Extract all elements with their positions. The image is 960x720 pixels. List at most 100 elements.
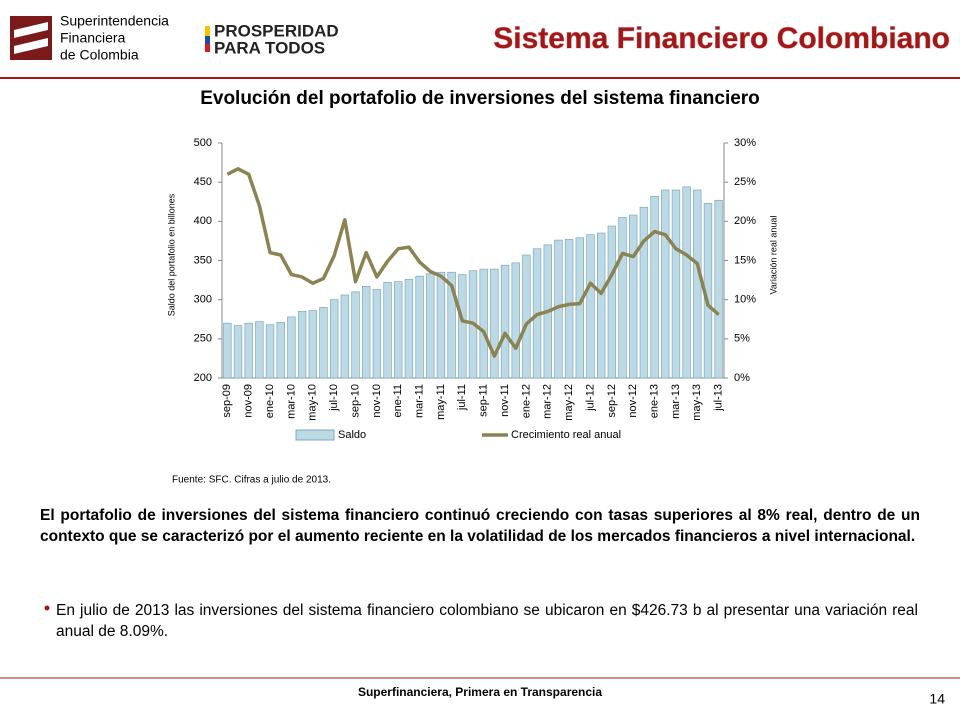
bar — [522, 254, 531, 379]
x-tick-label: mar-12 — [542, 384, 554, 419]
y2-tick-label: 25% — [734, 176, 756, 188]
y2-tick-label: 0% — [734, 372, 750, 384]
x-tick-label: jul-11 — [456, 384, 468, 411]
x-tick-label: ene-13 — [648, 384, 660, 418]
bar — [287, 316, 296, 379]
x-tick-label: mar-11 — [414, 384, 426, 418]
footer-text: Superfinanciera, Primera en Transparenci… — [358, 685, 602, 699]
bar — [319, 307, 328, 379]
bar — [693, 189, 702, 379]
logo-stripes — [14, 22, 48, 54]
bar — [351, 291, 360, 379]
bar — [255, 321, 264, 379]
bar — [404, 278, 414, 379]
bar — [639, 206, 649, 379]
legend-swatch — [295, 429, 335, 441]
x-tick-label: nov-11 — [499, 384, 511, 417]
x-tick-label: nov-10 — [371, 384, 383, 418]
bar — [223, 322, 232, 379]
x-tick-label: mar-13 — [670, 384, 682, 419]
x-tick-label: nov-09 — [243, 384, 255, 418]
y-tick-label: 500 — [194, 137, 212, 149]
y-axis-label: Saldo del portafolio en billones — [166, 193, 176, 316]
x-tick-label: may-11 — [435, 384, 447, 420]
logo-text: Superintendencia — [60, 13, 169, 29]
bar — [629, 214, 638, 379]
x-tick-label: ene-12 — [520, 384, 532, 418]
source: Fuente: SFC. Cifras a julio de 2013. — [172, 475, 331, 486]
page-number: 14 — [929, 691, 945, 707]
bar — [394, 281, 403, 379]
bar — [415, 275, 424, 379]
y-tick-label: 400 — [194, 215, 212, 227]
y2-tick-label: 10% — [734, 294, 756, 306]
legend-label: Crecimiento real anual — [511, 429, 621, 441]
slide-title: Sistema Financiero Colombiano — [493, 22, 950, 55]
x-tick-label: sep-09 — [221, 384, 233, 418]
bar — [436, 271, 446, 379]
bar — [361, 286, 371, 379]
slogan: PARA TODOS — [214, 38, 325, 57]
bullet-text: En julio de 2013 las inversiones del sis… — [56, 602, 918, 640]
x-tick-label: jul-13 — [713, 384, 725, 412]
bar — [586, 234, 595, 379]
bar — [575, 237, 585, 379]
bar — [671, 189, 681, 379]
bar — [233, 325, 243, 379]
bar — [383, 282, 392, 379]
bar — [458, 274, 467, 379]
x-tick-label: sep-10 — [349, 384, 361, 418]
bar — [607, 225, 617, 379]
logo-text: Financiera — [60, 30, 126, 46]
bar — [650, 195, 659, 379]
y-tick-label: 300 — [194, 294, 212, 306]
bar — [340, 294, 350, 379]
bar — [714, 200, 723, 379]
bar — [618, 217, 627, 379]
y2-tick-label: 20% — [734, 215, 756, 227]
bar — [511, 262, 520, 379]
bar — [682, 186, 691, 379]
flag — [205, 36, 210, 44]
bar — [564, 239, 574, 379]
bar — [447, 271, 456, 379]
logo-text: de Colombia — [60, 47, 139, 63]
y-tick-label: 250 — [194, 333, 212, 345]
x-tick-label: nov-12 — [627, 384, 639, 418]
y-tick-label: 350 — [194, 254, 212, 266]
bar — [661, 189, 670, 379]
bar — [500, 264, 510, 379]
y2-axis-label: Variación real anual — [768, 216, 778, 295]
bar — [329, 299, 339, 379]
x-tick-label: may-13 — [691, 384, 703, 421]
line — [226, 167, 720, 358]
bar — [265, 324, 275, 379]
x-tick-label: sep-12 — [606, 384, 618, 418]
paragraph: El portafolio de inversiones del sistema… — [40, 507, 920, 545]
bar — [479, 268, 488, 379]
bar — [297, 311, 307, 379]
chart-title: Evolución del portafolio de inversiones … — [200, 88, 760, 109]
flag — [205, 44, 210, 52]
y2-tick-label: 30% — [734, 137, 756, 149]
bullet — [44, 605, 50, 611]
bar — [276, 322, 285, 379]
x-tick-label: may-12 — [563, 384, 575, 421]
bar — [596, 232, 606, 379]
bar — [244, 322, 253, 379]
x-tick-label: ene-11 — [392, 384, 404, 417]
x-tick-label: sep-11 — [478, 384, 490, 417]
flag — [205, 26, 210, 36]
x-tick-label: ene-10 — [264, 384, 276, 418]
x-tick-label: jul-12 — [584, 384, 596, 412]
x-tick-label: may-10 — [307, 384, 319, 421]
y2-tick-label: 15% — [734, 254, 756, 266]
slogan: PROSPERIDAD — [214, 21, 339, 40]
x-tick-label: jul-10 — [328, 384, 340, 412]
bar — [308, 310, 317, 379]
bar — [490, 268, 499, 379]
bar — [372, 289, 382, 379]
legend-label: Saldo — [338, 429, 366, 441]
